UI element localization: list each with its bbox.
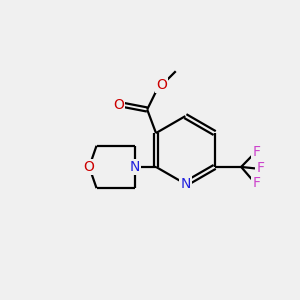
Text: F: F: [253, 145, 260, 159]
Text: F: F: [256, 161, 264, 176]
Text: F: F: [253, 176, 260, 190]
Text: O: O: [113, 98, 124, 112]
Text: O: O: [84, 160, 94, 174]
Text: N: N: [180, 177, 190, 191]
Text: N: N: [130, 160, 140, 174]
Text: O: O: [157, 78, 167, 92]
